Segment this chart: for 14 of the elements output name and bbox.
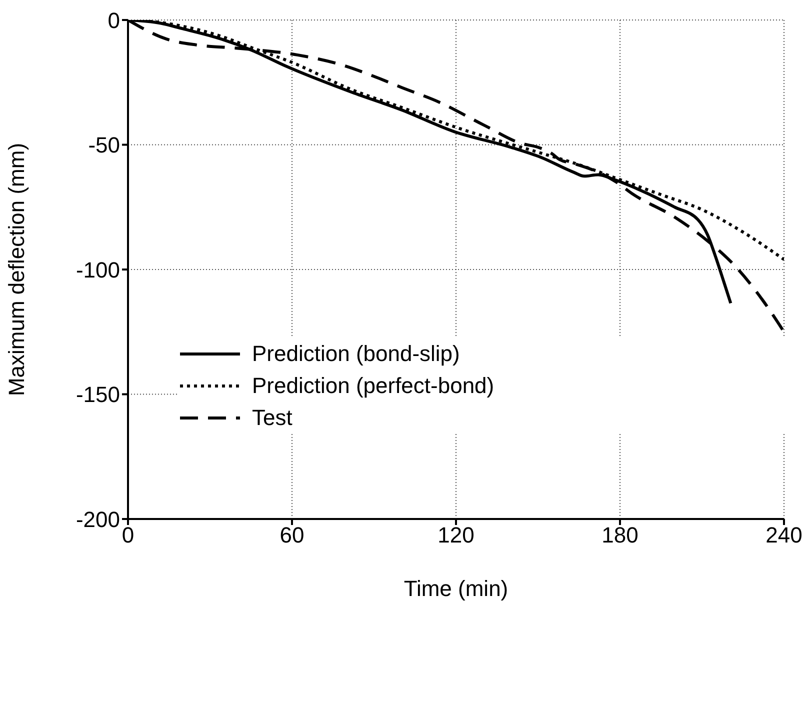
x-tick-label: 60 <box>280 522 304 548</box>
y-axis-title: Maximum deflection (mm) <box>4 142 29 396</box>
y-tick-label: 0 <box>108 8 120 33</box>
x-tick-label: 240 <box>766 522 802 548</box>
x-axis-title: Time (min) <box>404 576 508 601</box>
x-tick-label: 180 <box>602 522 638 548</box>
x-tick-label: 120 <box>438 522 474 548</box>
y-tick-label: -200 <box>76 506 120 532</box>
legend-label: Prediction (bond-slip) <box>252 341 460 367</box>
y-tick-label: -50 <box>88 132 120 158</box>
legend-label: Prediction (perfect-bond) <box>252 373 494 399</box>
y-tick-label: -150 <box>76 382 120 408</box>
legend-label: Test <box>252 405 292 431</box>
y-tick-label: -100 <box>76 257 120 282</box>
